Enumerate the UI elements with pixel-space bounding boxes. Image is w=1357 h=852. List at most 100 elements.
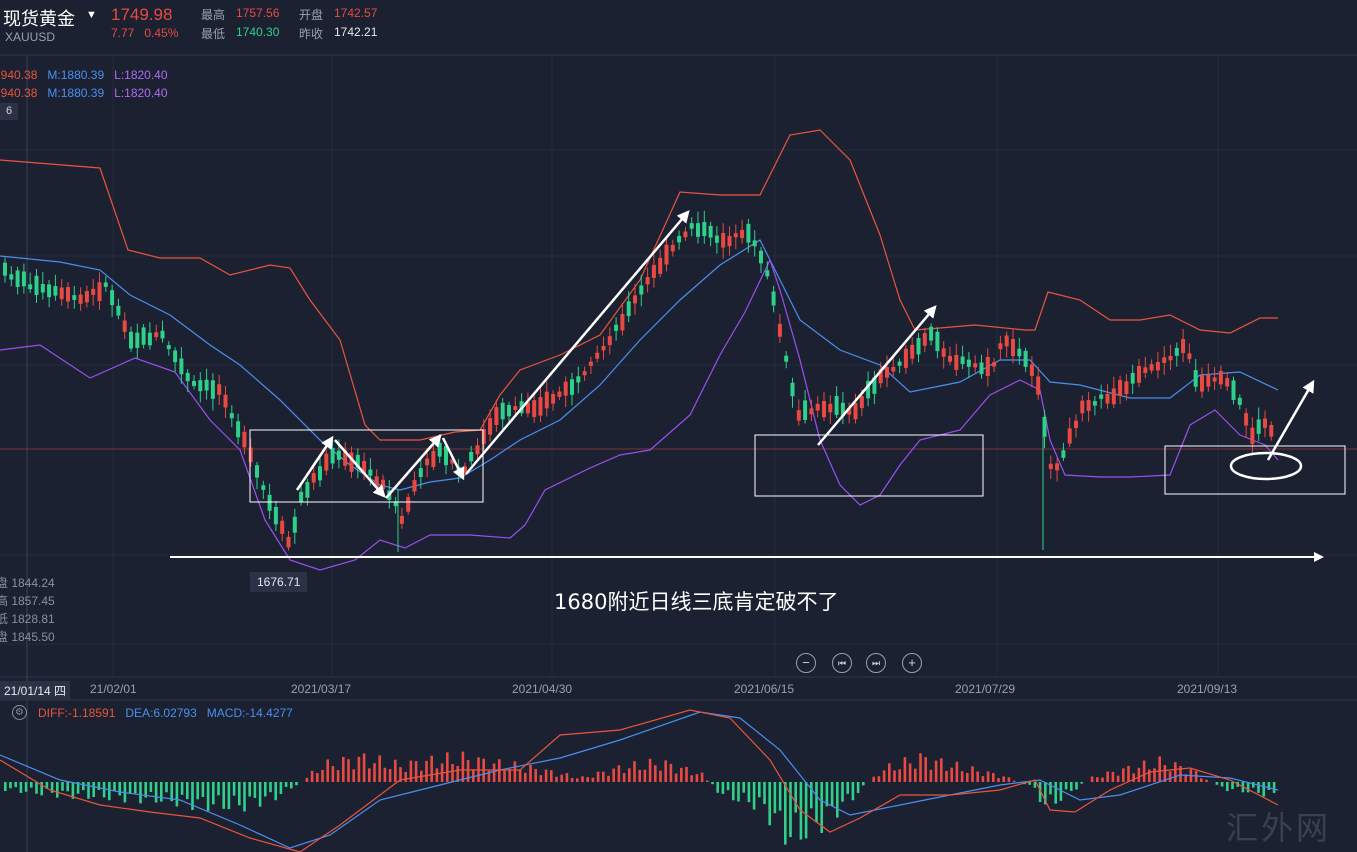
macd-histogram-bar (908, 763, 912, 782)
tooltip-high: 高 1857.45 (0, 594, 55, 608)
macd-histogram-bar (1059, 782, 1063, 801)
macd-histogram-bar (446, 752, 449, 782)
macd-histogram-bar (66, 782, 69, 792)
macd-histogram-bar (1142, 760, 1146, 782)
candle-body (683, 231, 688, 238)
open-label: 开盘 (299, 8, 324, 22)
macd-histogram-bar (56, 782, 59, 798)
candle-body (173, 350, 178, 363)
next-button[interactable]: ⏭ (866, 653, 886, 673)
macd-histogram-bar (1220, 782, 1224, 787)
candle-body (885, 367, 889, 378)
candle-body (179, 358, 184, 375)
trend-arrow (441, 437, 465, 481)
macd-histogram-bar (1163, 765, 1167, 782)
macd-histogram-bar (830, 782, 834, 806)
instrument-title[interactable]: 现货黄金 (3, 9, 75, 30)
macd-histogram-bar (856, 782, 860, 794)
macd-histogram-bar (409, 760, 413, 782)
macd-histogram-bar (1038, 782, 1042, 802)
macd-histogram-bar (524, 772, 527, 782)
macd-histogram-bar (685, 766, 688, 782)
macd-histogram-bar (139, 782, 142, 804)
macd-histogram-bar (274, 782, 277, 801)
candle-body (286, 536, 291, 548)
macd-histogram-bar (113, 782, 116, 792)
low-label: 最低 (201, 27, 226, 41)
macd-histogram-bar (378, 755, 381, 782)
candle-body (1212, 377, 1217, 382)
candle-body (210, 380, 215, 399)
candle-body (985, 356, 990, 377)
macd-histogram-bar (9, 782, 12, 789)
macd-histogram-bar (976, 771, 979, 782)
macd-histogram-bar (591, 777, 595, 782)
candle-body (1143, 367, 1148, 374)
period-badge[interactable]: 6 (0, 103, 18, 120)
macd-histogram-bar (784, 782, 787, 845)
macd-histogram-bar (716, 782, 719, 793)
candle-body (1231, 380, 1236, 400)
boll-lower: L:1820.40 (114, 86, 168, 100)
macd-histogram-bar (310, 770, 314, 782)
candle-body (1162, 357, 1167, 363)
candle-body (1061, 450, 1066, 458)
macd-histogram-bar (648, 758, 652, 782)
macd-histogram-bar (576, 778, 579, 782)
tooltip-low: 低 1828.81 (0, 612, 55, 626)
candle-body (355, 454, 360, 468)
macd-histogram-bar (201, 782, 205, 797)
macd-histogram-bar (1106, 771, 1109, 782)
macd-histogram-bar (721, 782, 725, 794)
candle-body (3, 262, 7, 276)
candle-body (129, 331, 133, 349)
macd-histogram-bar (357, 756, 361, 782)
candle-body (847, 408, 852, 415)
candle-body (973, 363, 978, 368)
macd-histogram-bar (35, 782, 38, 794)
dropdown-caret-icon[interactable]: ▼ (86, 9, 97, 21)
macd-histogram-bar (862, 782, 865, 786)
macd-histogram-bar (940, 758, 943, 782)
macd-histogram-bar (394, 759, 397, 782)
macd-histogram-bar (102, 782, 106, 798)
candle-body (53, 286, 58, 296)
macd-histogram-bar (76, 782, 80, 794)
candle-body (324, 453, 329, 471)
macd-histogram-bar (45, 782, 49, 789)
macd-histogram-bar (290, 782, 293, 789)
zoom-out-button[interactable]: − (796, 653, 816, 673)
macd-histogram-bar (1044, 782, 1047, 805)
macd-histogram-bar (186, 782, 189, 800)
candle-body (840, 402, 845, 417)
candle-body (941, 348, 946, 357)
candle-body (40, 283, 45, 293)
candle-body (1149, 364, 1154, 371)
candle-body (696, 223, 700, 237)
candle-body (570, 379, 574, 395)
candle-body (1017, 348, 1022, 357)
candle-body (538, 397, 543, 416)
macd-histogram-bar (227, 782, 231, 810)
candle-body (752, 240, 757, 247)
macd-histogram-bar (1153, 768, 1156, 782)
macd-histogram-bar (888, 763, 891, 782)
macd-histogram-bar (1049, 782, 1052, 795)
settings-gear-icon[interactable]: ⚙ (12, 705, 27, 720)
macd-histogram-bar (1272, 782, 1276, 793)
zoom-in-button[interactable]: + (902, 653, 922, 673)
boll-mid: M:1880.39 (47, 68, 105, 82)
macd-histogram-bar (170, 782, 173, 802)
candle-body (1092, 401, 1097, 406)
candle-body (588, 361, 593, 366)
candle-body (255, 465, 259, 478)
candle-body (777, 323, 782, 337)
macd-histogram-bar (971, 766, 974, 782)
candle-body (1250, 427, 1255, 444)
candle-body (1187, 353, 1192, 360)
candle-body (444, 445, 448, 466)
previous-button[interactable]: ⏮ (832, 653, 852, 673)
macd-histogram-bar (1184, 774, 1187, 782)
